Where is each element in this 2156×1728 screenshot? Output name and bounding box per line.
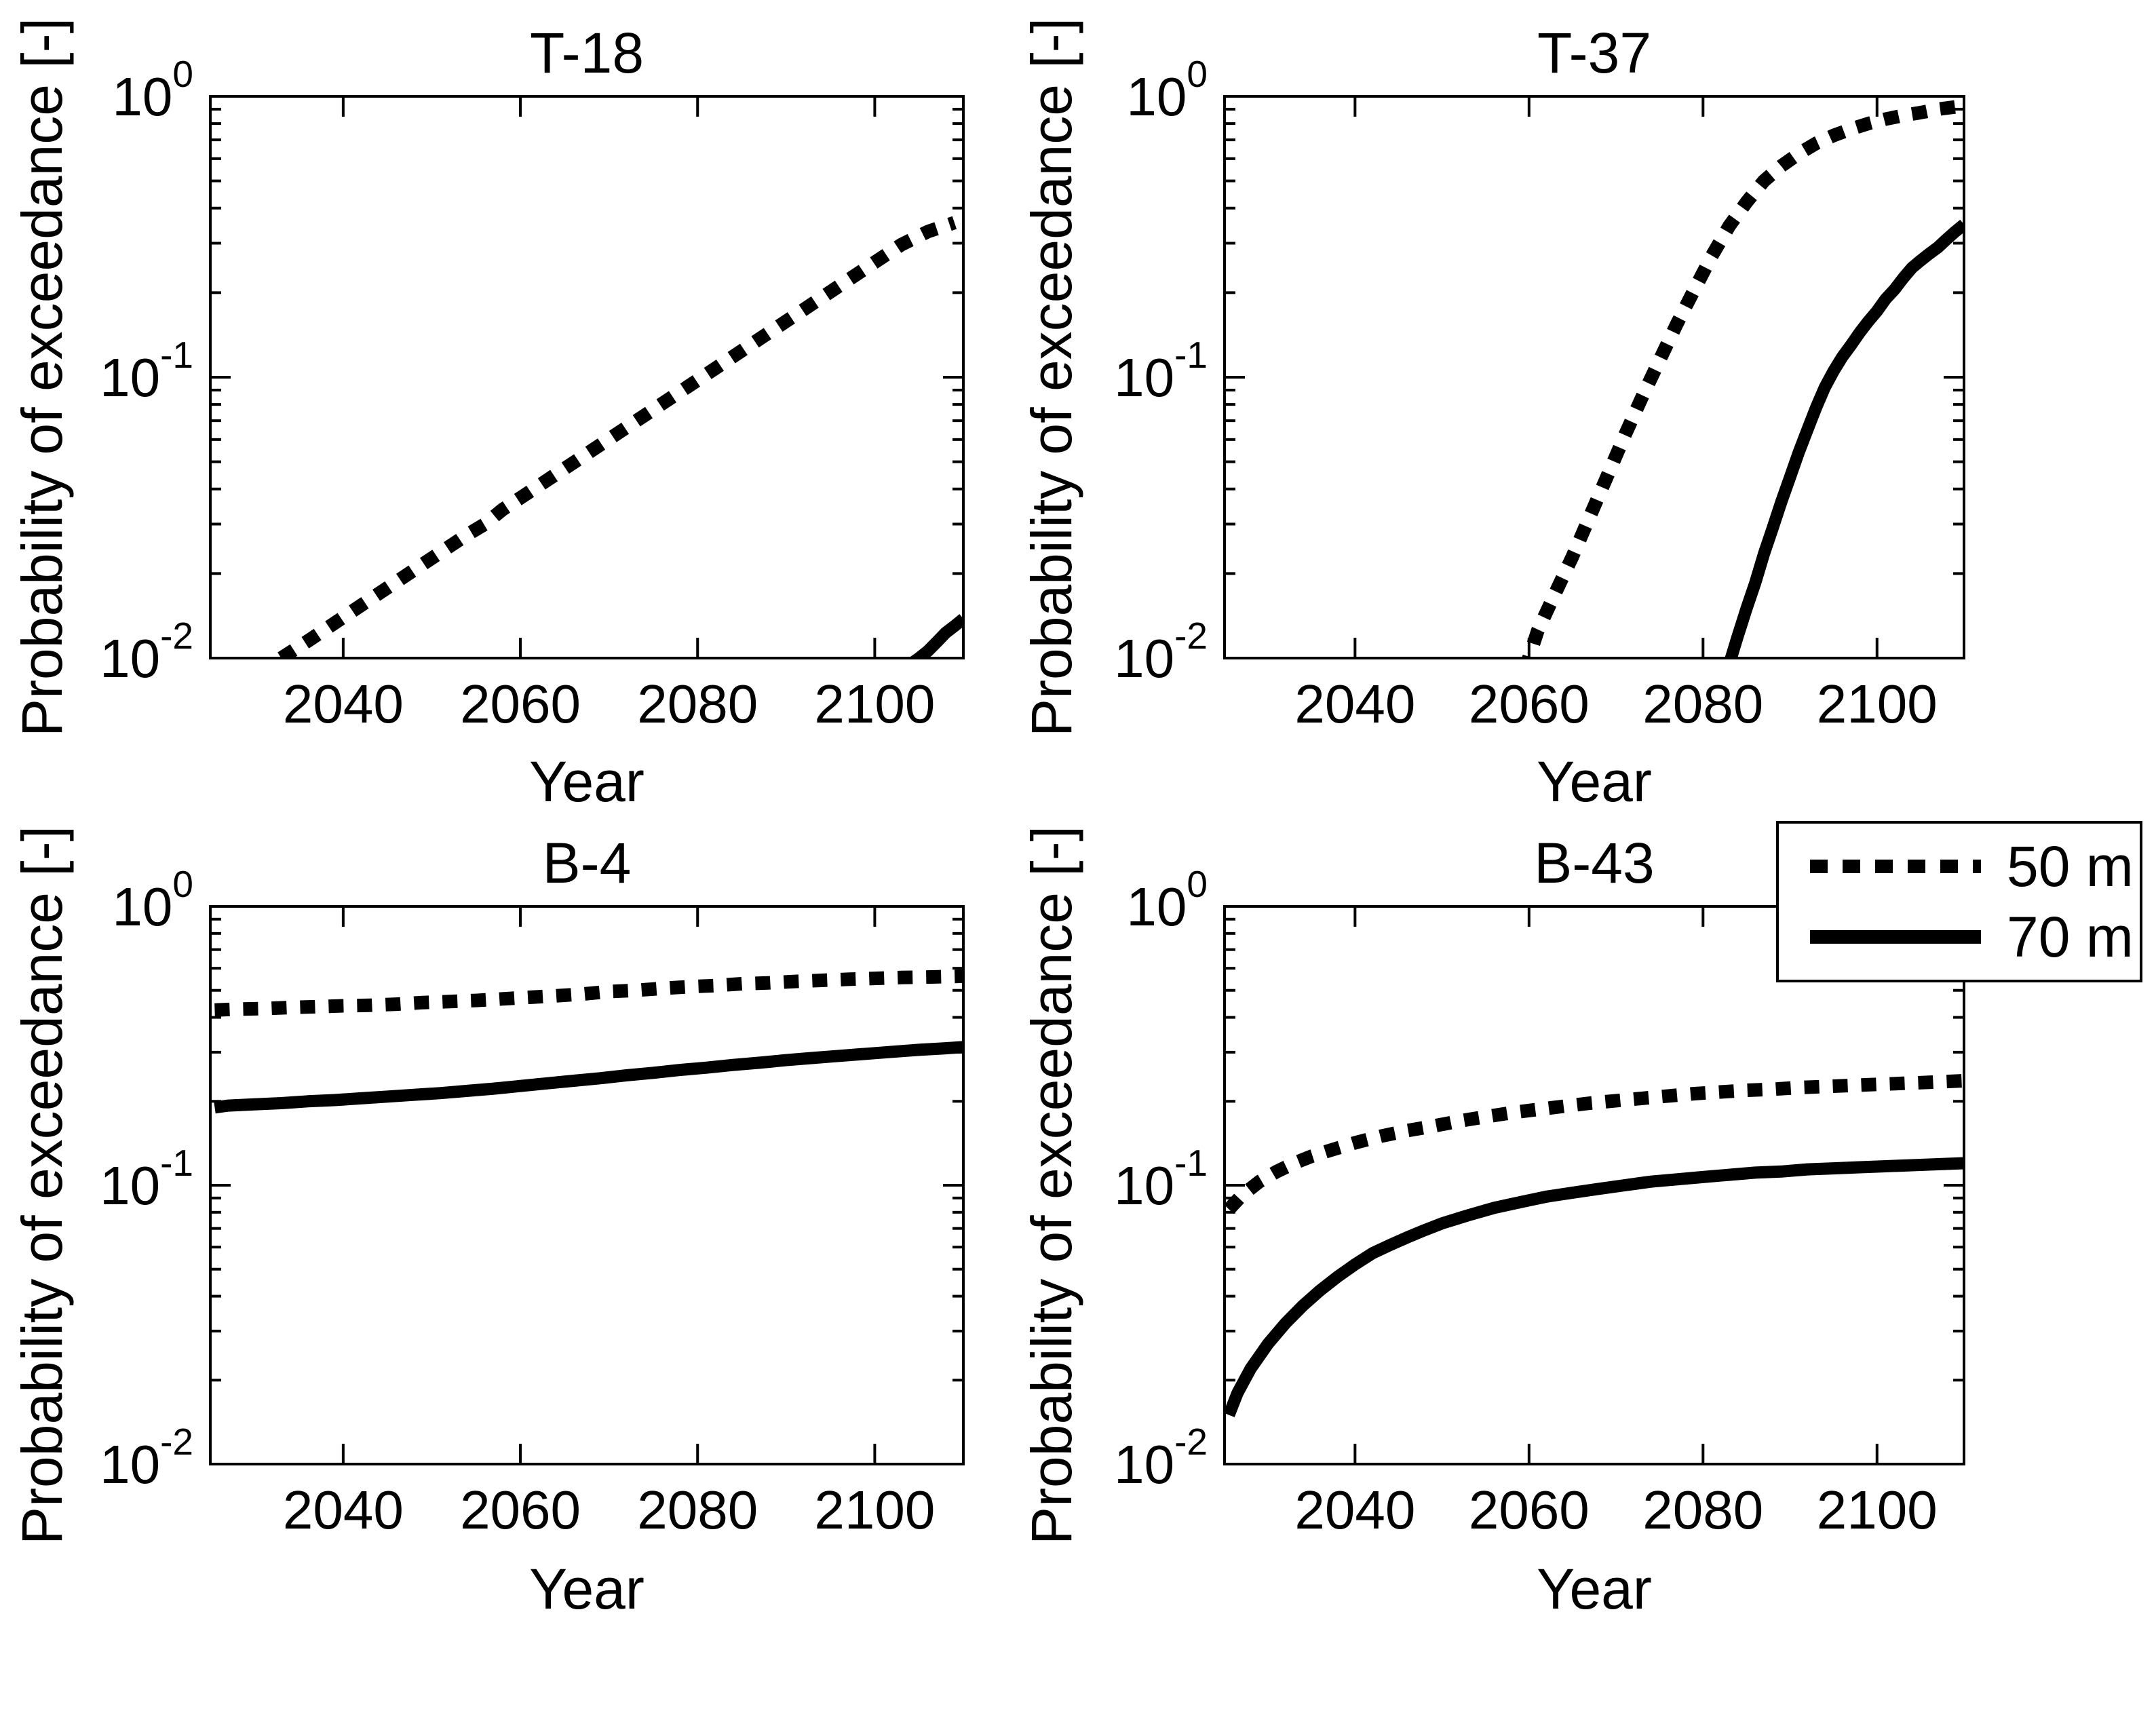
panel-title: T-37 [1537, 21, 1652, 85]
series-line-70m [908, 614, 963, 658]
axes-box [209, 95, 965, 659]
curves-b-43 [1225, 1074, 1964, 1417]
x-tick-label: 2080 [1642, 1480, 1763, 1540]
legend-dotted-line-icon [1810, 859, 1981, 873]
series-line-50m [214, 969, 963, 1017]
legend-item-70m: 70 m [1779, 908, 2140, 965]
x-tick-label: 2100 [1817, 1480, 1938, 1540]
x-tick-label: 2040 [283, 674, 404, 734]
panel-t-37: 2040 2060 2080 2100 100 10-1 10-2 [1114, 53, 1965, 734]
panel-b-4: 2040 2060 2080 2100 100 10-1 10-2 [100, 863, 965, 1540]
series-line-70m [1225, 1157, 1964, 1417]
legend-label: 70 m [2007, 905, 2134, 969]
x-tick-label: 2080 [637, 1480, 758, 1540]
curves-t-37 [1522, 99, 1964, 658]
x-axis-label: Year [529, 750, 644, 813]
axes-box [1223, 95, 1965, 659]
y-axis-label: Probability of exceedance [-] [1020, 826, 1083, 1545]
x-axis-label: Year [1537, 1557, 1652, 1621]
y-axis-label: Probability of exceedance [-] [10, 826, 74, 1545]
y-tick-label: 10-1 [1114, 1142, 1208, 1216]
legend-item-50m: 50 m [1779, 838, 2140, 895]
x-tick-label: 2060 [460, 1480, 581, 1540]
axis-ticks [1225, 95, 1964, 659]
x-tick-label: 2080 [637, 674, 758, 734]
y-tick-label: 100 [1126, 863, 1208, 937]
x-tick-label: 2060 [1469, 674, 1590, 734]
legend-label: 50 m [2007, 834, 2134, 898]
series-line-70m [1725, 219, 1964, 658]
legend-solid-line-icon [1810, 930, 1981, 944]
series-line-50m [1225, 1074, 1964, 1214]
series-line-50m [1522, 99, 1964, 658]
x-tick-label: 2040 [1294, 1480, 1415, 1540]
series-line-50m [277, 216, 957, 658]
figure-canvas: 2040 2060 2080 2100 100 10-1 10-2 2040 2060 2080 2… [10, 18, 2142, 1621]
y-tick-label: 100 [112, 863, 193, 937]
x-axis-label: Year [529, 1557, 644, 1621]
y-tick-label: 10-1 [1114, 334, 1208, 408]
x-tick-label: 2040 [1294, 674, 1415, 734]
x-tick-label: 2060 [460, 674, 581, 734]
panel-title: B-43 [1534, 831, 1655, 895]
panel-title: B-4 [542, 831, 632, 895]
x-tick-label: 2080 [1642, 674, 1763, 734]
y-tick-label: 100 [112, 53, 193, 127]
series-line-70m [214, 1041, 963, 1114]
y-tick-label: 10-2 [100, 1421, 193, 1495]
y-tick-label: 10-1 [100, 1142, 193, 1216]
y-tick-label: 10-1 [100, 334, 193, 408]
x-tick-label: 2060 [1469, 1480, 1590, 1540]
curves-t-18 [277, 216, 963, 658]
x-axis-label: Year [1537, 750, 1652, 813]
axis-ticks [210, 905, 963, 1465]
panel-title: T-18 [529, 21, 644, 85]
y-tick-label: 10-2 [1114, 615, 1208, 689]
axis-tick-labels: 2040 2060 2080 2100 100 10-1 10-2 [100, 53, 935, 734]
y-tick-label: 10-2 [100, 615, 193, 689]
x-tick-label: 2040 [283, 1480, 404, 1540]
axis-ticks [210, 95, 963, 659]
curves-b-4 [214, 969, 963, 1114]
y-tick-label: 10-2 [1114, 1421, 1208, 1495]
panel-t-18: 2040 2060 2080 2100 100 10-1 10-2 [100, 53, 965, 734]
axis-tick-labels: 2040 2060 2080 2100 100 10-1 10-2 [1114, 53, 1938, 734]
x-tick-label: 2100 [814, 1480, 935, 1540]
legend: 50 m 70 m [1776, 821, 2142, 982]
y-tick-label: 100 [1126, 53, 1208, 127]
x-tick-label: 2100 [1817, 674, 1938, 734]
axis-tick-labels: 2040 2060 2080 2100 100 10-1 10-2 [100, 863, 935, 1540]
x-tick-label: 2100 [814, 674, 935, 734]
